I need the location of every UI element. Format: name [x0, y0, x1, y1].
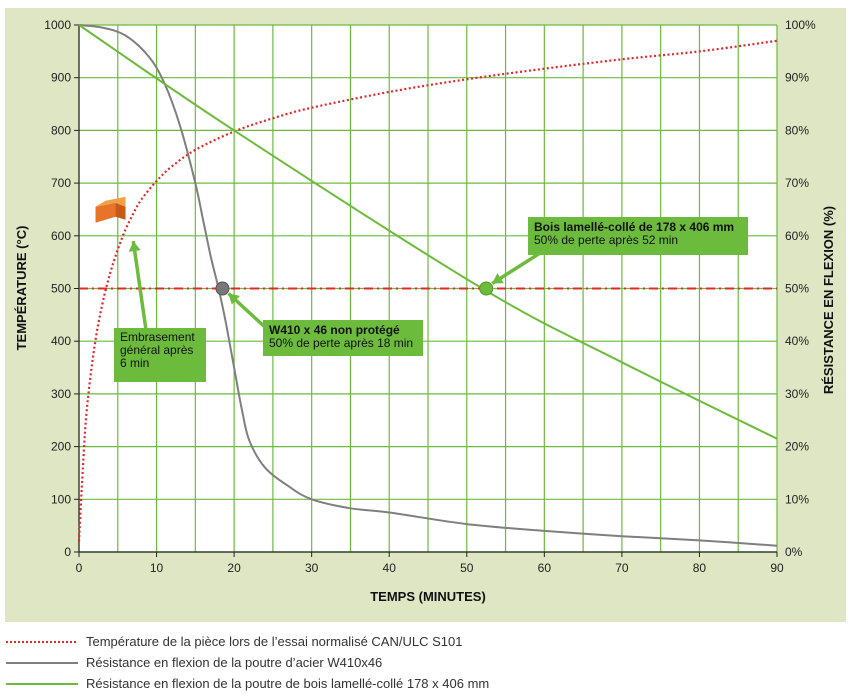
- x-tick-label: 90: [770, 561, 784, 575]
- x-axis-label: TEMPS (MINUTES): [370, 589, 486, 604]
- x-tick-label: 50: [460, 561, 474, 575]
- y-right-tick-label: 10%: [785, 492, 809, 506]
- y-left-axis-label: TEMPÉRATURE (°C): [14, 226, 29, 351]
- callout-embrasement-line1: Embrasement: [120, 330, 195, 344]
- x-tick-label: 0: [76, 561, 83, 575]
- y-right-tick-label: 0%: [785, 545, 803, 559]
- bois-50-percent-point: [479, 281, 494, 296]
- y-left-tick-label: 300: [51, 387, 71, 401]
- callout-acier-title: W410 x 46 non protégé: [269, 323, 400, 337]
- flashover-block-front: [95, 202, 116, 223]
- callout-embrasement-line2: général après: [120, 343, 194, 357]
- y-left-tick-labels: 0 100 200 300 400 500 600 700 800 900 1000: [44, 18, 79, 559]
- legend-swatch-temperature: [6, 641, 78, 643]
- legend-item-acier: Résistance en flexion de la poutre d’aci…: [6, 655, 706, 671]
- callout-acier: W410 x 46 non protégé 50% de perte après…: [263, 320, 423, 356]
- y-right-tick-labels: 0% 10% 20% 30% 40% 50% 60% 70% 80% 90% 100%: [785, 18, 816, 559]
- x-tick-labels: 0 10 20 30 40 50 60 70 80 90: [76, 552, 784, 575]
- legend-label-temperature: Température de la pièce lors de l’essai …: [86, 634, 463, 649]
- y-right-tick-label: 90%: [785, 71, 809, 85]
- x-tick-label: 30: [305, 561, 319, 575]
- legend-item-temperature: Température de la pièce lors de l’essai …: [6, 634, 706, 650]
- y-right-tick-label: 50%: [785, 282, 809, 296]
- y-left-tick-label: 400: [51, 334, 71, 348]
- y-right-tick-label: 30%: [785, 387, 809, 401]
- legend-label-acier: Résistance en flexion de la poutre d’aci…: [86, 655, 383, 670]
- x-tick-label: 80: [693, 561, 707, 575]
- y-right-axis-label: RÉSISTANCE EN FLEXION (%): [821, 206, 836, 394]
- markers-group: [95, 196, 494, 296]
- legend-item-bois: Résistance en flexion de la poutre de bo…: [6, 676, 706, 692]
- legend-swatch-bois: [6, 683, 78, 685]
- y-left-tick-label: 800: [51, 123, 71, 137]
- x-tick-label: 10: [150, 561, 164, 575]
- x-tick-label: 60: [538, 561, 552, 575]
- x-tick-label: 20: [227, 561, 241, 575]
- y-left-tick-label: 900: [51, 71, 71, 85]
- legend-label-bois: Résistance en flexion de la poutre de bo…: [86, 676, 490, 691]
- flashover-block-icon: [95, 196, 126, 223]
- y-left-tick-label: 0: [64, 545, 71, 559]
- y-left-tick-label: 500: [51, 282, 71, 296]
- pointer-acier-head: [228, 293, 240, 305]
- callout-embrasement: Embrasement général après 6 min: [114, 328, 206, 382]
- callout-bois-subtitle: 50% de perte après 52 min: [534, 233, 679, 247]
- y-right-tick-label: 100%: [785, 18, 816, 32]
- series-group: [77, 24, 778, 547]
- flashover-block-top: [95, 196, 126, 207]
- x-tick-label: 40: [383, 561, 397, 575]
- x-tick-label: 70: [615, 561, 629, 575]
- pointer-bois-head: [492, 273, 504, 284]
- callout-bois-title: Bois lamellé-collé de 178 x 406 mm: [534, 220, 735, 234]
- pointer-embrasement: [131, 240, 148, 331]
- callout-acier-subtitle: 50% de perte après 18 min: [269, 336, 414, 350]
- y-left-tick-label: 1000: [44, 18, 71, 32]
- y-right-tick-label: 40%: [785, 334, 809, 348]
- y-left-tick-label: 700: [51, 176, 71, 190]
- flashover-block-side: [115, 202, 126, 220]
- callout-embrasement-line3: 6 min: [120, 356, 150, 370]
- callout-bois: Bois lamellé-collé de 178 x 406 mm 50% d…: [528, 217, 748, 255]
- chart-svg: 0 10 20 30 40 50 60 70 80 90 0 100 200 300 400 500 600 7…: [14, 18, 836, 604]
- series-temperature-line: [77, 39, 778, 542]
- legend-swatch-acier: [6, 662, 78, 664]
- pointer-embrasement-head: [128, 241, 141, 252]
- y-right-tick-label: 80%: [785, 123, 809, 137]
- y-left-tick-label: 600: [51, 229, 71, 243]
- y-right-tick-label: 60%: [785, 229, 809, 243]
- series-bois-line: [78, 24, 778, 440]
- y-left-tick-label: 200: [51, 440, 71, 454]
- acier-50-percent-point: [215, 281, 230, 296]
- y-left-tick-label: 100: [51, 492, 71, 506]
- y-right-tick-label: 70%: [785, 176, 809, 190]
- y-right-tick-label: 20%: [785, 440, 809, 454]
